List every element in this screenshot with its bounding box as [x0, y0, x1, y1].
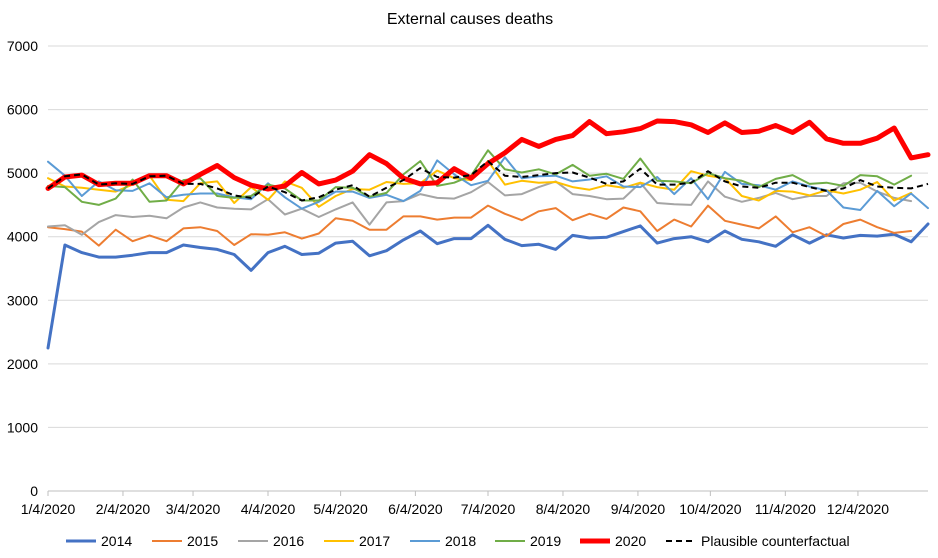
series-line-2019	[47, 149, 913, 206]
legend-item: 2016	[238, 533, 304, 549]
series-line-2018	[47, 156, 929, 211]
x-tick-label: 4/4/2020	[241, 501, 296, 517]
gridlines	[48, 45, 928, 428]
x-tick-label: 5/4/2020	[313, 501, 368, 517]
x-tick-label: 6/4/2020	[388, 501, 443, 517]
y-tick-label: 6000	[7, 102, 38, 118]
series-lines	[45, 118, 931, 350]
series-line-2015	[47, 204, 913, 247]
series-line-2014	[46, 222, 930, 350]
y-tick-label: 0	[30, 483, 38, 499]
series-line-2020	[45, 118, 931, 192]
y-tick-label: 2000	[7, 356, 38, 372]
legend-item: 2020	[580, 533, 646, 549]
series-line-2016	[47, 180, 913, 236]
legend-item: 2019	[495, 533, 561, 549]
legend-item: 2015	[152, 533, 218, 549]
legend-label: 2018	[445, 533, 476, 549]
x-tick-label: 2/4/2020	[96, 501, 151, 517]
chart-title: External causes deaths	[387, 11, 553, 28]
y-tick-label: 7000	[7, 38, 38, 54]
legend-label: 2020	[615, 533, 646, 549]
x-tick-label: 12/4/2020	[827, 501, 889, 517]
y-tick-label: 1000	[7, 419, 38, 435]
x-tick-label: 1/4/2020	[21, 501, 76, 517]
legend-label: 2014	[101, 533, 132, 549]
x-tick-label: 8/4/2020	[536, 501, 591, 517]
legend-label: 2019	[530, 533, 561, 549]
legend-item: Plausible counterfactual	[666, 533, 850, 549]
y-tick-label: 3000	[7, 292, 38, 308]
legend-item: 2018	[410, 533, 476, 549]
y-tick-label: 5000	[7, 165, 38, 181]
x-tick-label: 3/4/2020	[166, 501, 221, 517]
x-tick-label: 10/4/2020	[679, 501, 741, 517]
legend-item: 2014	[66, 533, 132, 549]
series-line-plausible-counterfactual	[47, 160, 929, 202]
legend-label: Plausible counterfactual	[701, 533, 850, 549]
legend: 2014 2015 2016 2017 2018 2019 2020 Plausible co…	[66, 533, 850, 549]
legend-label: 2016	[273, 533, 304, 549]
x-tick-label: 11/4/2020	[755, 501, 816, 517]
legend-label: 2017	[359, 533, 390, 549]
x-tick-label: 7/4/2020	[461, 501, 516, 517]
x-tick-label: 9/4/2020	[611, 501, 666, 517]
axes: 0 1000 2000 3000 4000 5000 6000 7000 1/4/2020 2/4…	[7, 38, 928, 517]
legend-item: 2017	[324, 533, 390, 549]
y-tick-label: 4000	[7, 229, 38, 245]
legend-label: 2015	[187, 533, 218, 549]
